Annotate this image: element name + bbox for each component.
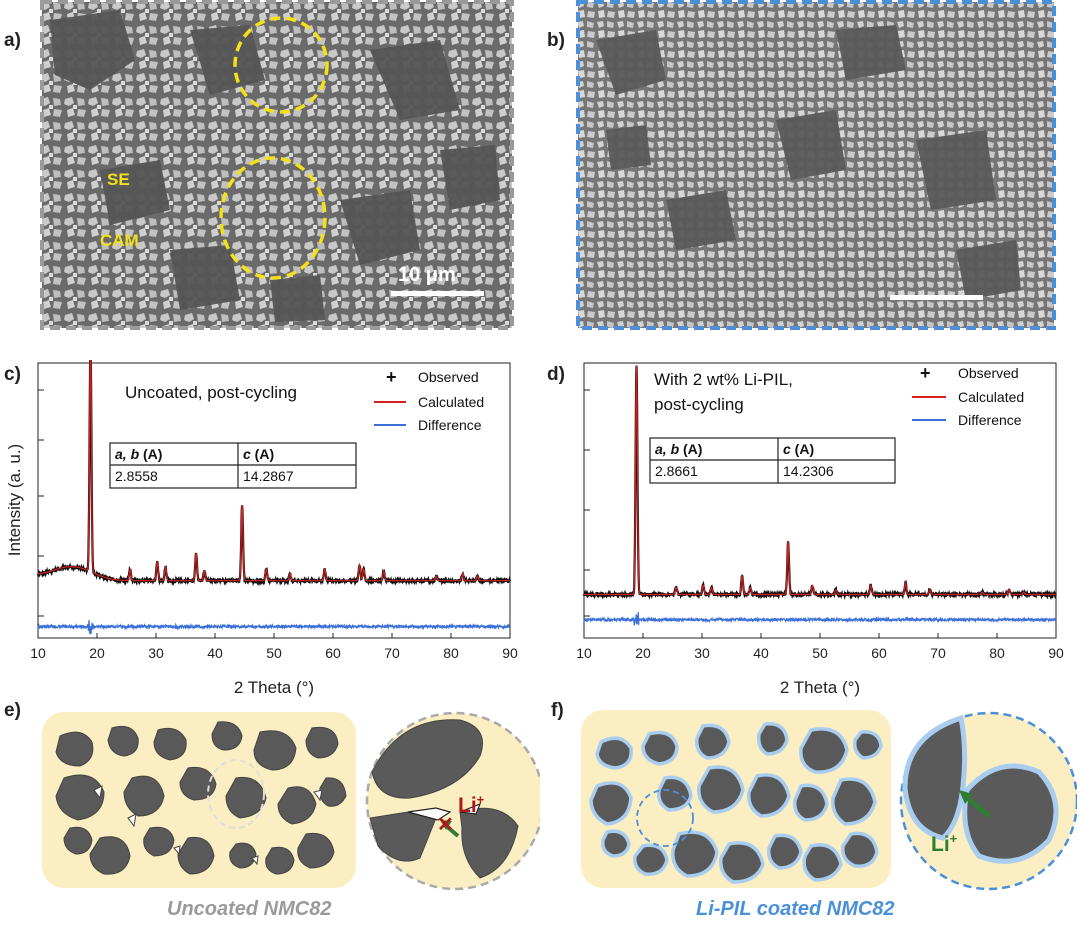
- xrd-chart-coated: 10 20 30 40 50 60 70 80 90 2 Theta (°) With 2 wt…: [576, 362, 1064, 697]
- sem-image-coated: [576, 0, 1056, 330]
- panel-label-f: f): [551, 700, 564, 721]
- legend-calculated: Calculated: [958, 389, 1024, 405]
- table-header-c: c (A): [243, 446, 274, 462]
- highlight-circle-top: [233, 16, 329, 114]
- panel-label-d: d): [547, 364, 565, 385]
- x-tick-label: 70: [384, 645, 400, 661]
- y-axis-label: Intensity (a. u.): [5, 444, 24, 556]
- nmc-particles: [55, 721, 347, 875]
- x-tick-label: 20: [635, 645, 651, 661]
- zoom-region-marker: [636, 789, 694, 847]
- legend-calculated: Calculated: [418, 394, 484, 410]
- magnified-inset-uncoated: ✕ Li+: [365, 711, 540, 891]
- series-calculated: [38, 360, 510, 582]
- schematic-uncoated: ✕ Li+: [42, 711, 540, 891]
- label-cam: CAM: [100, 231, 139, 250]
- x-ticks: 10 20 30 40 50 60 70 80 90: [30, 633, 518, 661]
- table-value-ab: 2.8558: [115, 468, 158, 484]
- label-se: SE: [107, 170, 130, 189]
- panel-label-e: e): [4, 700, 21, 721]
- x-tick-label: 30: [694, 645, 710, 661]
- table-header-ab: a, b (A): [655, 441, 702, 457]
- scale-bar: [890, 295, 983, 300]
- x-tick-label: 60: [871, 645, 887, 661]
- x-tick-label: 50: [266, 645, 282, 661]
- x-tick-label: 40: [207, 645, 223, 661]
- x-tick-label: 40: [753, 645, 769, 661]
- legend-observed: Observed: [418, 369, 479, 385]
- x-tick-label: 30: [148, 645, 164, 661]
- chart-title-line2: post-cycling: [654, 395, 744, 414]
- x-tick-label: 80: [989, 645, 1005, 661]
- table-value-c: 14.2867: [243, 468, 294, 484]
- y-ticks: [584, 389, 590, 617]
- x-axis-label: 2 Theta (°): [780, 678, 860, 697]
- panel-label-b: b): [547, 30, 565, 51]
- ion-label-coated: Li+: [931, 831, 958, 856]
- x-tick-label: 70: [930, 645, 946, 661]
- legend-observed-marker: +: [920, 363, 931, 383]
- xrd-chart-uncoated: Intensity (a. u.) 10 20 30 40 50 60 70 80 90 2 T…: [5, 360, 518, 697]
- legend-difference: Difference: [418, 417, 482, 433]
- x-axis-label: 2 Theta (°): [234, 678, 314, 697]
- sem-image-uncoated: SE CAM 10 μm: [40, 0, 514, 330]
- x-tick-label: 90: [502, 645, 518, 661]
- coated-nmc-particles: [589, 722, 883, 884]
- chart-title: Uncoated, post-cycling: [125, 383, 297, 402]
- series-calculated: [584, 365, 1056, 596]
- legend-observed-marker: +: [386, 367, 397, 387]
- table-value-c: 14.2306: [783, 463, 834, 479]
- y-ticks: [38, 389, 44, 617]
- x-tick-label: 60: [325, 645, 341, 661]
- ion-label-uncoated: Li+: [458, 792, 485, 817]
- ion-path-arrow: [963, 794, 991, 818]
- cracks: [93, 785, 323, 866]
- x-ticks: 10 20 30 40 50 60 70 80 90: [576, 633, 1064, 661]
- panel-label-a: a): [4, 30, 21, 51]
- scale-bar-label: 10 μm: [398, 264, 456, 286]
- legend-difference: Difference: [958, 412, 1022, 428]
- x-tick-label: 80: [443, 645, 459, 661]
- panel-label-c: c): [4, 364, 21, 385]
- highlight-circle-bottom: [219, 156, 327, 280]
- caption-uncoated: Uncoated NMC82: [167, 898, 332, 920]
- zoom-region-marker: [207, 759, 265, 829]
- table-header-c: c (A): [783, 441, 814, 457]
- scale-bar: [391, 291, 484, 296]
- x-tick-label: 10: [576, 645, 592, 661]
- legend-observed: Observed: [958, 365, 1019, 381]
- x-tick-label: 20: [89, 645, 105, 661]
- series-difference: [583, 611, 1057, 626]
- caption-coated: Li-PIL coated NMC82: [696, 898, 895, 920]
- chart-title-line1: With 2 wt% Li-PIL,: [654, 370, 793, 389]
- lattice-table: a, b (A) c (A) 2.8558 14.2867: [109, 442, 357, 489]
- schematic-coated: Li+: [581, 710, 1077, 891]
- series-difference: [37, 619, 511, 635]
- x-tick-label: 90: [1048, 645, 1064, 661]
- lattice-table: a, b (A) c (A) 2.8661 14.2306: [649, 437, 896, 484]
- table-value-ab: 2.8661: [655, 463, 698, 479]
- magnified-inset-coated: Li+: [899, 711, 1077, 891]
- table-header-ab: a, b (A): [115, 446, 162, 462]
- x-tick-label: 50: [812, 645, 828, 661]
- x-tick-label: 10: [30, 645, 46, 661]
- blocked-icon: ✕: [437, 814, 454, 836]
